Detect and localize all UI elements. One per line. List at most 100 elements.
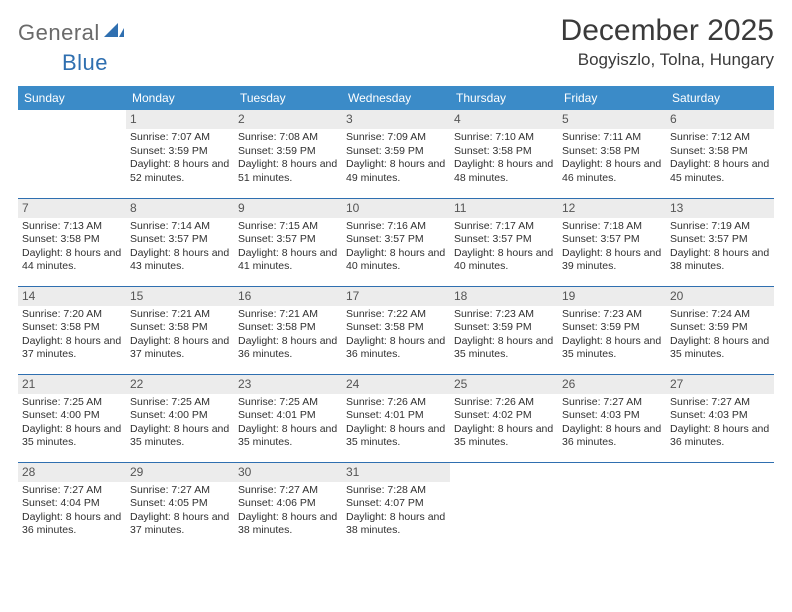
sunset-line: Sunset: 4:05 PM xyxy=(130,497,230,510)
calendar-cell: 16 Sunrise: 7:21 AMSunset: 3:58 PMDayligh… xyxy=(234,286,342,374)
calendar-body: 1Sunrise: 7:07 AMSunset: 3:59 PMDaylight… xyxy=(18,110,774,550)
sunrise-line: Sunrise: 7:20 AM xyxy=(22,308,122,321)
calendar-cell: 13 Sunrise: 7:19 AMSunset: 3:57 PMDayligh… xyxy=(666,198,774,286)
daylight-line: Daylight: 8 hours and 41 minutes. xyxy=(238,247,338,274)
day-number: 13 xyxy=(666,199,774,218)
day-number: 17 xyxy=(342,287,450,306)
sunset-line: Sunset: 3:59 PM xyxy=(130,145,230,158)
sunrise-line: Sunrise: 7:28 AM xyxy=(346,484,446,497)
sunset-line: Sunset: 4:03 PM xyxy=(562,409,662,422)
daylight-line: Daylight: 8 hours and 36 minutes. xyxy=(670,423,770,450)
sunrise-line: Sunrise: 7:27 AM xyxy=(670,396,770,409)
calendar-cell: 10Sunrise: 7:16 AMSunset: 3:57 PMDayligh… xyxy=(342,198,450,286)
sunrise-line: Sunrise: 7:09 AM xyxy=(346,131,446,144)
day-number: 2 xyxy=(234,110,342,129)
day-number: 18 xyxy=(450,287,558,306)
sunrise-line: Sunrise: 7:26 AM xyxy=(346,396,446,409)
sunset-line: Sunset: 3:57 PM xyxy=(670,233,770,246)
calendar-cell: 5Sunrise: 7:11 AMSunset: 3:58 PMDaylight… xyxy=(558,110,666,198)
day-number: 26 xyxy=(558,375,666,394)
weekday-header: Tuesday xyxy=(234,86,342,110)
calendar-cell: 24Sunrise: 7:26 AMSunset: 4:01 PMDayligh… xyxy=(342,374,450,462)
daylight-line: Daylight: 8 hours and 35 minutes. xyxy=(238,423,338,450)
sunset-line: Sunset: 3:57 PM xyxy=(238,233,338,246)
calendar-cell: 27Sunrise: 7:27 AMSunset: 4:03 PMDayligh… xyxy=(666,374,774,462)
sunset-line: Sunset: 3:59 PM xyxy=(238,145,338,158)
calendar-cell: 18Sunrise: 7:23 AMSunset: 3:59 PMDayligh… xyxy=(450,286,558,374)
calendar-cell: 26Sunrise: 7:27 AMSunset: 4:03 PMDayligh… xyxy=(558,374,666,462)
daylight-line: Daylight: 8 hours and 38 minutes. xyxy=(670,247,770,274)
daylight-line: Daylight: 8 hours and 36 minutes. xyxy=(562,423,662,450)
calendar-cell: 22Sunrise: 7:25 AMSunset: 4:00 PMDayligh… xyxy=(126,374,234,462)
day-number: 4 xyxy=(450,110,558,129)
weekday-header: Thursday xyxy=(450,86,558,110)
sunrise-line: Sunrise: 7:19 AM xyxy=(670,220,770,233)
daylight-line: Daylight: 8 hours and 40 minutes. xyxy=(346,247,446,274)
daylight-line: Daylight: 8 hours and 37 minutes. xyxy=(130,511,230,538)
brand-logo: General xyxy=(18,14,126,46)
day-number: 16 xyxy=(234,287,342,306)
daylight-line: Daylight: 8 hours and 36 minutes. xyxy=(346,335,446,362)
sunrise-line: Sunrise: 7:27 AM xyxy=(238,484,338,497)
sunrise-line: Sunrise: 7:21 AM xyxy=(130,308,230,321)
sunset-line: Sunset: 3:59 PM xyxy=(562,321,662,334)
sunrise-line: Sunrise: 7:23 AM xyxy=(454,308,554,321)
sunset-line: Sunset: 4:07 PM xyxy=(346,497,446,510)
sunrise-line: Sunrise: 7:14 AM xyxy=(130,220,230,233)
daylight-line: Daylight: 8 hours and 38 minutes. xyxy=(238,511,338,538)
calendar-cell: 2Sunrise: 7:08 AMSunset: 3:59 PMDaylight… xyxy=(234,110,342,198)
sunrise-line: Sunrise: 7:13 AM xyxy=(22,220,122,233)
sunrise-line: Sunrise: 7:21 AM xyxy=(238,308,338,321)
calendar-cell: 28Sunrise: 7:27 AMSunset: 4:04 PMDayligh… xyxy=(18,462,126,550)
day-number: 14 xyxy=(18,287,126,306)
sunset-line: Sunset: 3:59 PM xyxy=(454,321,554,334)
sunset-line: Sunset: 3:58 PM xyxy=(670,145,770,158)
calendar-cell: 8Sunrise: 7:14 AMSunset: 3:57 PMDaylight… xyxy=(126,198,234,286)
calendar-cell xyxy=(18,110,126,198)
day-number: 9 xyxy=(234,199,342,218)
sunset-line: Sunset: 3:58 PM xyxy=(238,321,338,334)
daylight-line: Daylight: 8 hours and 35 minutes. xyxy=(562,335,662,362)
calendar-cell: 30Sunrise: 7:27 AMSunset: 4:06 PMDayligh… xyxy=(234,462,342,550)
brand-blue: Blue xyxy=(62,50,108,75)
calendar-cell: 9Sunrise: 7:15 AMSunset: 3:57 PMDaylight… xyxy=(234,198,342,286)
weekday-header: Monday xyxy=(126,86,234,110)
weekday-header: Wednesday xyxy=(342,86,450,110)
calendar-cell: 25Sunrise: 7:26 AMSunset: 4:02 PMDayligh… xyxy=(450,374,558,462)
day-number: 8 xyxy=(126,199,234,218)
sunset-line: Sunset: 4:03 PM xyxy=(670,409,770,422)
sunrise-line: Sunrise: 7:17 AM xyxy=(454,220,554,233)
daylight-line: Daylight: 8 hours and 48 minutes. xyxy=(454,158,554,185)
day-number: 29 xyxy=(126,463,234,482)
daylight-line: Daylight: 8 hours and 35 minutes. xyxy=(346,423,446,450)
calendar-cell: 6Sunrise: 7:12 AMSunset: 3:58 PMDaylight… xyxy=(666,110,774,198)
calendar-cell xyxy=(666,462,774,550)
calendar-cell: 14Sunrise: 7:20 AMSunset: 3:58 PMDayligh… xyxy=(18,286,126,374)
sunset-line: Sunset: 3:58 PM xyxy=(562,145,662,158)
daylight-line: Daylight: 8 hours and 35 minutes. xyxy=(22,423,122,450)
sunset-line: Sunset: 3:57 PM xyxy=(130,233,230,246)
day-number: 7 xyxy=(18,199,126,218)
sunset-line: Sunset: 4:01 PM xyxy=(238,409,338,422)
day-number: 15 xyxy=(126,287,234,306)
day-number: 28 xyxy=(18,463,126,482)
sunrise-line: Sunrise: 7:11 AM xyxy=(562,131,662,144)
daylight-line: Daylight: 8 hours and 36 minutes. xyxy=(22,511,122,538)
location-line: Bogyiszlo, Tolna, Hungary xyxy=(561,50,774,70)
calendar-cell: 19Sunrise: 7:23 AMSunset: 3:59 PMDayligh… xyxy=(558,286,666,374)
sunset-line: Sunset: 3:58 PM xyxy=(346,321,446,334)
daylight-line: Daylight: 8 hours and 39 minutes. xyxy=(562,247,662,274)
day-number: 10 xyxy=(342,199,450,218)
daylight-line: Daylight: 8 hours and 46 minutes. xyxy=(562,158,662,185)
sunrise-line: Sunrise: 7:25 AM xyxy=(238,396,338,409)
daylight-line: Daylight: 8 hours and 36 minutes. xyxy=(238,335,338,362)
weekday-header: Friday xyxy=(558,86,666,110)
calendar-cell: 31Sunrise: 7:28 AMSunset: 4:07 PMDayligh… xyxy=(342,462,450,550)
sunrise-line: Sunrise: 7:22 AM xyxy=(346,308,446,321)
calendar-cell: 3Sunrise: 7:09 AMSunset: 3:59 PMDaylight… xyxy=(342,110,450,198)
calendar-cell: 21Sunrise: 7:25 AMSunset: 4:00 PMDayligh… xyxy=(18,374,126,462)
sunrise-line: Sunrise: 7:12 AM xyxy=(670,131,770,144)
calendar-head: SundayMondayTuesdayWednesdayThursdayFrid… xyxy=(18,86,774,110)
day-number: 19 xyxy=(558,287,666,306)
day-number: 3 xyxy=(342,110,450,129)
